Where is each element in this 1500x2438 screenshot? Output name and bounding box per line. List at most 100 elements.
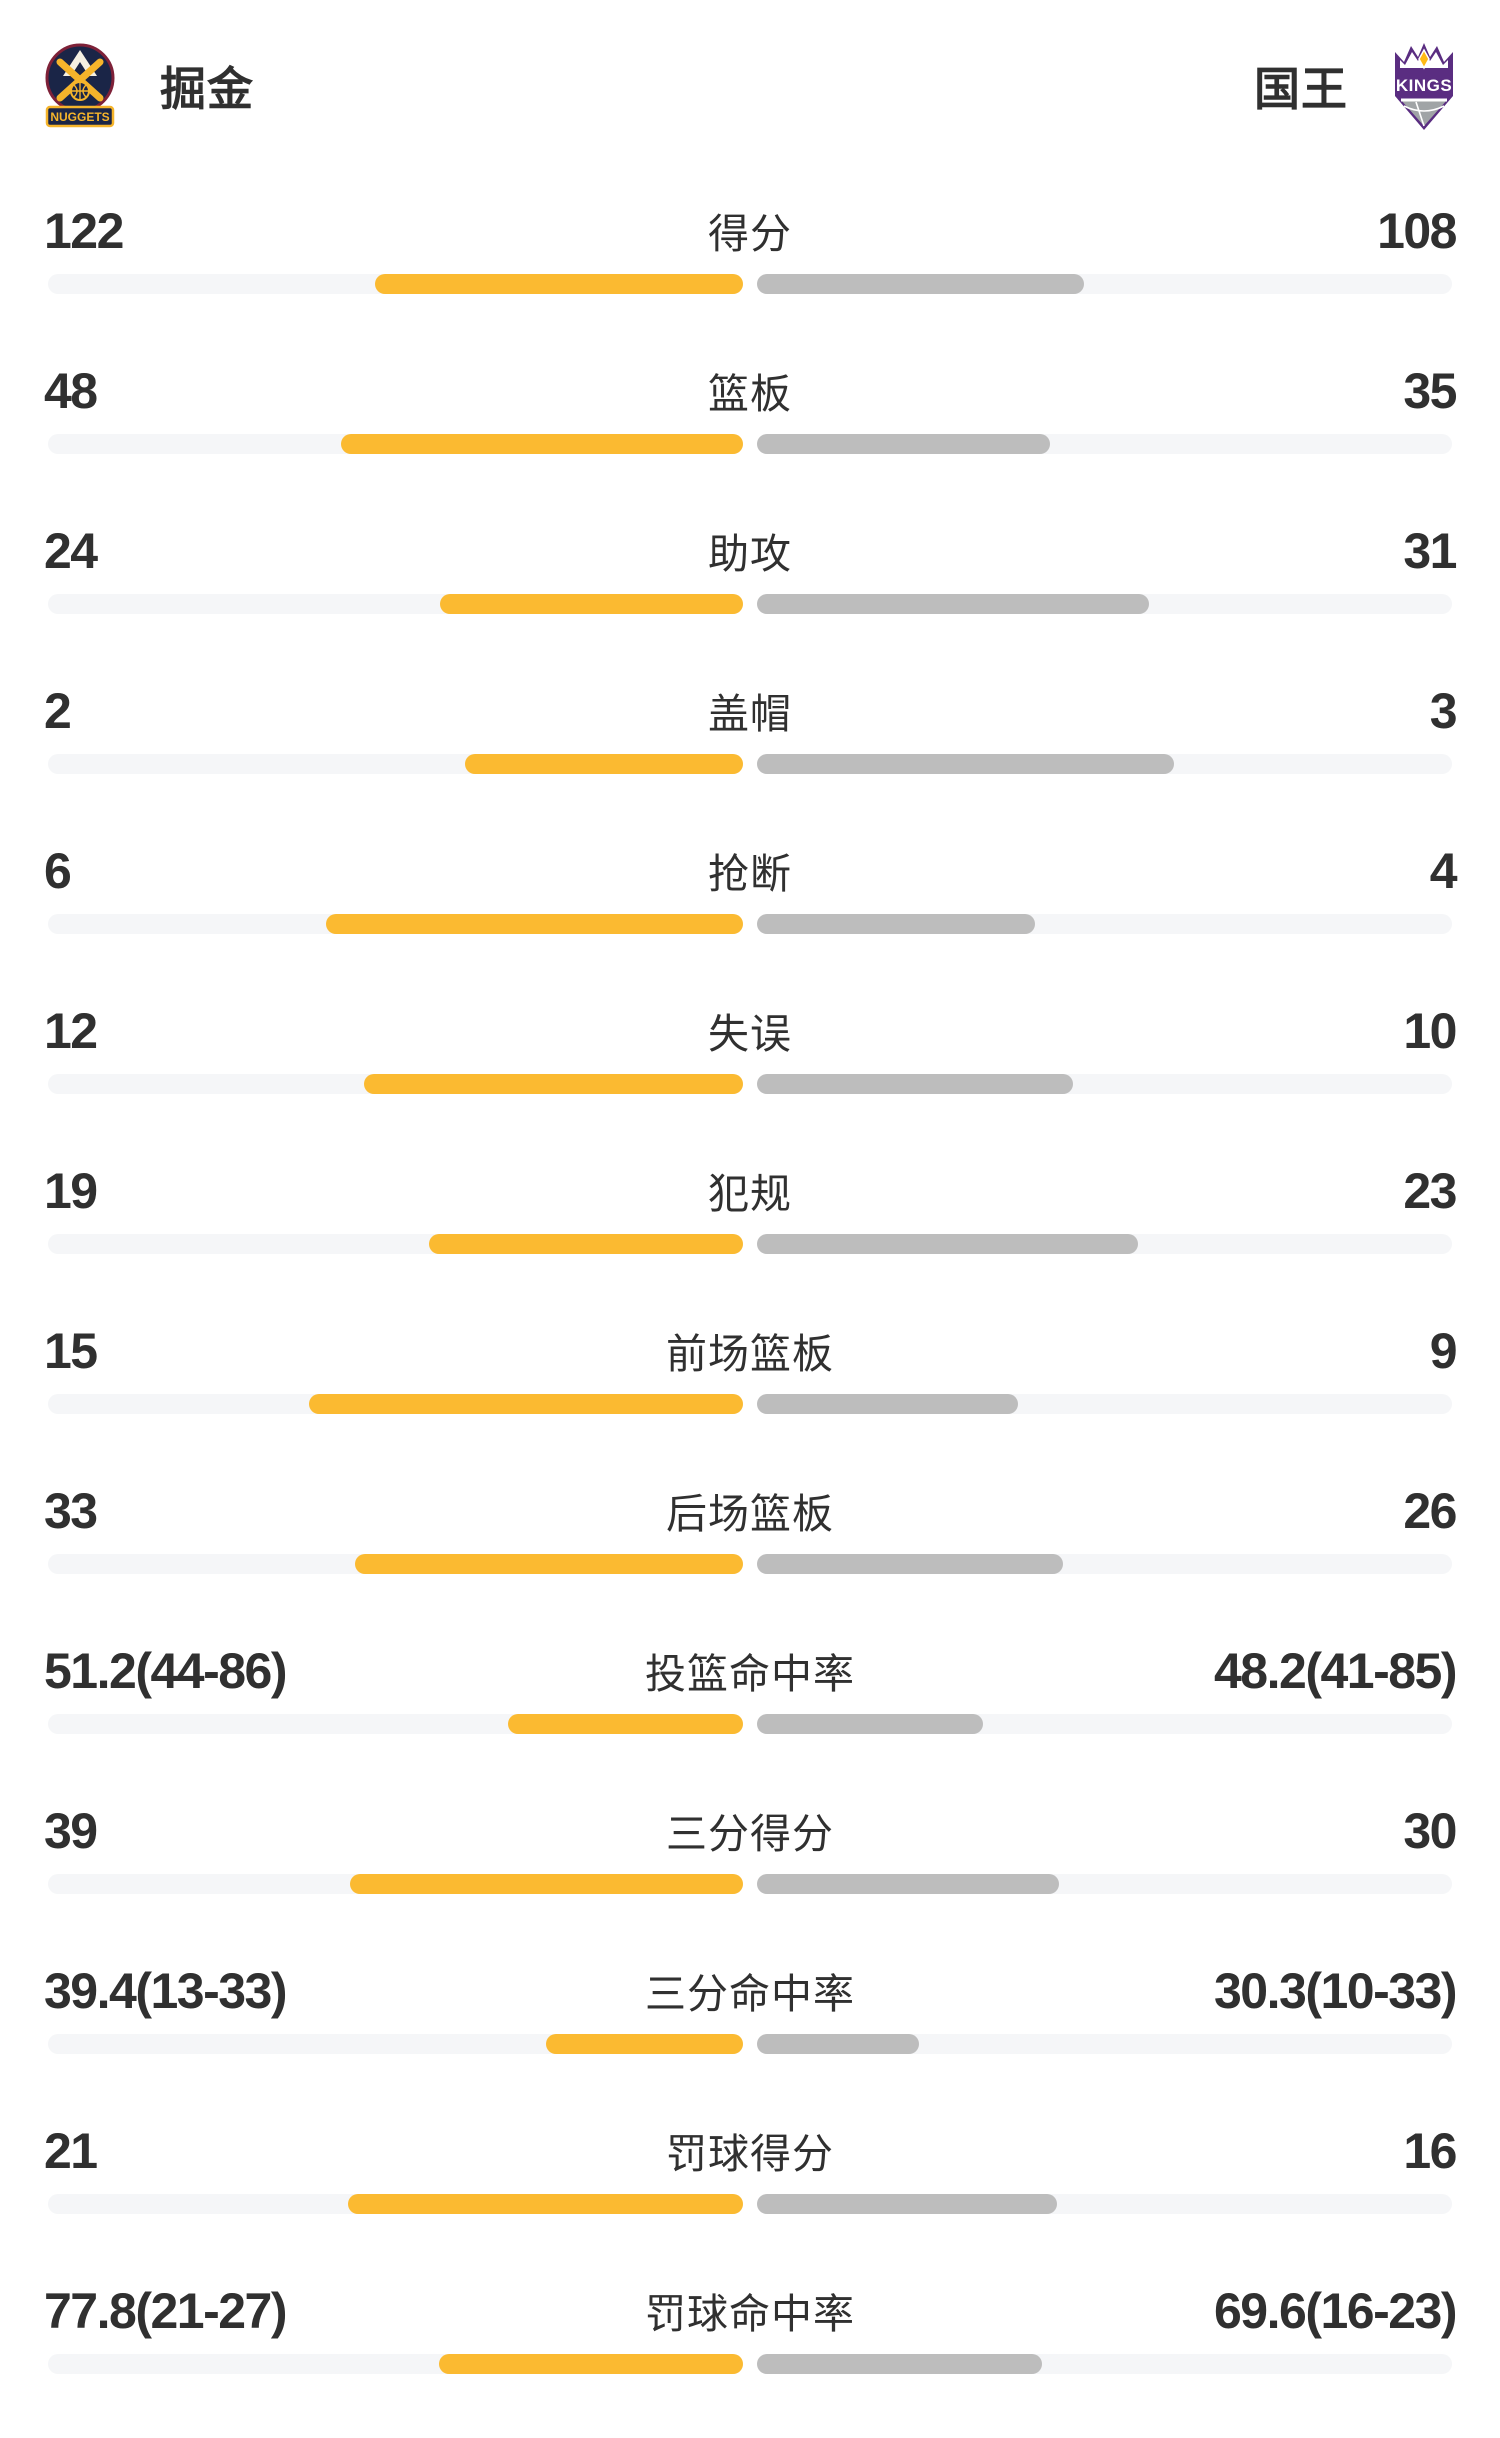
left-team-value: 77.8(21-27) <box>44 2283 288 2339</box>
stat-values-line: 15 前场篮板 9 <box>0 1320 1500 1379</box>
left-team-header: NUGGETS 掘金 <box>42 41 254 131</box>
stat-values-line: 19 犯规 23 <box>0 1160 1500 1219</box>
stat-label: 失误 <box>708 1011 792 1057</box>
left-bar-track <box>48 1714 743 1734</box>
right-bar-fill <box>757 2194 1058 2214</box>
stat-values-line: 48 篮板 35 <box>0 360 1500 419</box>
right-bar-fill <box>757 1554 1064 1574</box>
left-bar-track <box>48 1554 743 1574</box>
right-team-value: 31 <box>1403 523 1457 579</box>
stat-values-line: 33 后场篮板 26 <box>0 1480 1500 1539</box>
right-bar-track <box>757 274 1452 294</box>
left-bar-fill <box>439 594 743 614</box>
right-bar-fill <box>757 1394 1018 1414</box>
left-team-value: 6 <box>44 843 72 899</box>
right-bar-fill <box>757 914 1035 934</box>
left-bar-track <box>48 1874 743 1894</box>
stat-bars-line <box>0 1074 1500 1094</box>
stat-values-line: 24 助攻 31 <box>0 520 1500 579</box>
right-bar-fill <box>757 274 1084 294</box>
stat-label: 罚球命中率 <box>645 2291 855 2337</box>
left-bar-fill <box>326 914 743 934</box>
stat-values-line: 6 抢断 4 <box>0 840 1500 899</box>
left-bar-fill <box>428 1234 743 1254</box>
stat-row: 2 盖帽 3 <box>0 656 1500 816</box>
stat-row: 21 罚球得分 16 <box>0 2096 1500 2256</box>
stat-row: 122 得分 108 <box>0 176 1500 336</box>
right-team-value: 16 <box>1403 2123 1457 2179</box>
left-bar-fill <box>438 2354 743 2374</box>
stat-bars-line <box>0 1234 1500 1254</box>
left-bar-fill <box>374 274 743 294</box>
left-bar-track <box>48 274 743 294</box>
right-bar-track <box>757 1714 1452 1734</box>
stat-label: 三分命中率 <box>645 1971 855 2017</box>
left-team-value: 19 <box>44 1163 98 1219</box>
stat-values-line: 12 失误 10 <box>0 1000 1500 1059</box>
left-bar-fill <box>308 1394 743 1414</box>
right-bar-fill <box>757 1874 1060 1894</box>
right-team-value: 9 <box>1429 1323 1458 1379</box>
right-bar-track <box>757 1394 1452 1414</box>
right-bar-track <box>757 434 1452 454</box>
stat-values-line: 122 得分 108 <box>0 200 1500 259</box>
right-bar-track <box>757 2034 1452 2054</box>
stat-values-line: 39 三分得分 30 <box>0 1800 1500 1859</box>
stat-bars-line <box>0 1874 1500 1894</box>
stat-values-line: 2 盖帽 3 <box>0 680 1500 739</box>
right-bar-fill <box>757 2354 1042 2374</box>
teams-header: NUGGETS 掘金 国王 KINGS <box>0 38 1500 134</box>
right-team-value: 30.3(10-33) <box>1214 1963 1458 2019</box>
kings-logo-icon: KINGS <box>1395 43 1453 130</box>
stat-bars-line <box>0 434 1500 454</box>
stat-values-line: 21 罚球得分 16 <box>0 2120 1500 2179</box>
right-bar-track <box>757 2194 1452 2214</box>
stat-label: 篮板 <box>708 371 792 417</box>
right-team-value: 26 <box>1403 1483 1457 1539</box>
stat-row: 19 犯规 23 <box>0 1136 1500 1296</box>
right-team-value: 10 <box>1403 1003 1457 1059</box>
right-team-value: 4 <box>1429 843 1458 899</box>
left-bar-fill <box>546 2034 743 2054</box>
stat-label: 前场篮板 <box>666 1331 834 1377</box>
stat-bars-line <box>0 274 1500 294</box>
left-team-value: 21 <box>44 2123 98 2179</box>
left-team-value: 15 <box>44 1323 98 1379</box>
stat-values-line: 51.2(44-86) 投篮命中率 48.2(41-85) <box>0 1640 1500 1699</box>
left-bar-track <box>48 594 743 614</box>
stat-label: 罚球得分 <box>666 2131 834 2177</box>
right-bar-fill <box>757 1714 983 1734</box>
left-bar-fill <box>354 1554 743 1574</box>
left-bar-track <box>48 2354 743 2374</box>
stat-row: 77.8(21-27) 罚球命中率 69.6(16-23) <box>0 2256 1500 2416</box>
right-team-value: 48.2(41-85) <box>1214 1643 1458 1699</box>
right-team-header: 国王 KINGS <box>1254 38 1458 134</box>
stat-bars-line <box>0 914 1500 934</box>
stat-label: 抢断 <box>708 851 792 897</box>
stat-row: 39 三分得分 30 <box>0 1776 1500 1936</box>
stat-label: 犯规 <box>708 1171 792 1217</box>
left-bar-track <box>48 434 743 454</box>
right-team-value: 23 <box>1403 1163 1457 1219</box>
right-bar-track <box>757 1554 1452 1574</box>
stat-label: 后场篮板 <box>666 1491 834 1537</box>
left-bar-fill <box>341 434 743 454</box>
left-team-value: 24 <box>44 523 98 579</box>
right-bar-track <box>757 1874 1452 1894</box>
svg-text:KINGS: KINGS <box>1396 76 1452 95</box>
nuggets-logo-icon: NUGGETS <box>45 43 115 128</box>
left-bar-track <box>48 754 743 774</box>
left-bar-fill <box>348 2194 743 2214</box>
right-bar-track <box>757 754 1452 774</box>
stat-row: 24 助攻 31 <box>0 496 1500 656</box>
left-bar-fill <box>364 1074 743 1094</box>
stat-bars-line <box>0 2354 1500 2374</box>
stat-row: 33 后场篮板 26 <box>0 1456 1500 1616</box>
left-team-value: 122 <box>44 203 124 259</box>
stat-bars-line <box>0 1714 1500 1734</box>
stat-row: 51.2(44-86) 投篮命中率 48.2(41-85) <box>0 1616 1500 1776</box>
left-bar-track <box>48 1394 743 1414</box>
right-bar-track <box>757 1234 1452 1254</box>
stat-label: 得分 <box>708 211 792 257</box>
left-bar-fill <box>508 1714 743 1734</box>
